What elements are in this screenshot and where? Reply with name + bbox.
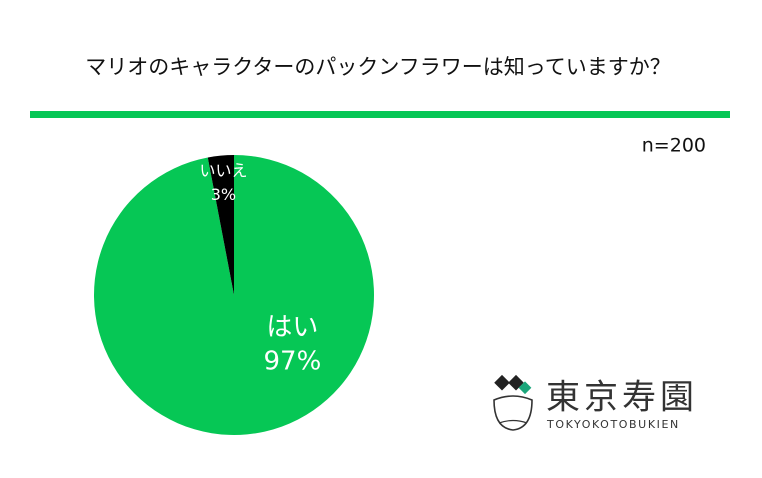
slice-label: いいえ [199,161,247,180]
slice-value-label: 97% [263,347,321,377]
pie-slice [94,155,375,436]
slice-label: はい [266,313,318,343]
pie-slice [207,155,234,295]
slice-value-label: 3% [211,185,236,204]
logo: 東京寿園 TOKYOKOTOBUKIEN [493,374,698,431]
logo-name: 東京寿園 [546,378,698,418]
title-rule [30,111,730,118]
chart-title: マリオのキャラクターのパックンフラワーは知っていますか？ [85,55,670,79]
sample-size: n=200 [642,135,706,157]
logo-romaji: TOKYOKOTOBUKIEN [546,418,680,431]
pie: はい 97% いいえ 3% [94,155,375,436]
